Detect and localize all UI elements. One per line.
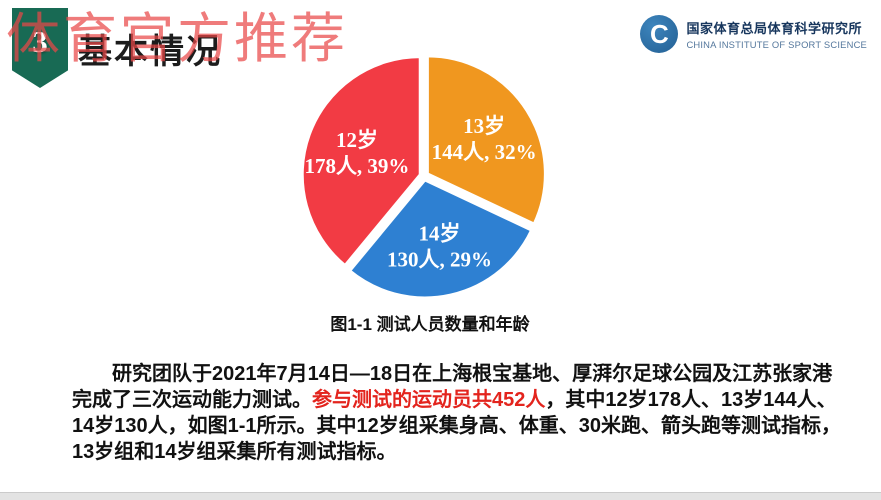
pie-label-14岁: 14岁 130人, 29% <box>387 222 492 272</box>
section-number: 3 <box>32 24 48 59</box>
body-text-segment: 14岁130人，如图1-1所示。其中12岁组采集身高、体重、30米跑、箭头跑等测… <box>72 415 842 437</box>
chart-caption: 图1-1 测试人员数量和年龄 <box>330 315 530 334</box>
section-ribbon: 3 <box>12 8 68 88</box>
body-text-segment: 完成了三次运动能力测试。 <box>72 389 312 411</box>
paragraph-line: 研究团队于2021年7月14日—18日在上海根宝基地、厚湃尔足球公园及江苏张家港 <box>72 361 841 387</box>
logo-text: 国家体育总局体育科学研究所 CHINA INSTITUTE OF SPORT S… <box>686 18 867 50</box>
page-title: 基本情况 <box>78 34 222 71</box>
paragraph-line: 14岁130人，如图1-1所示。其中12岁组采集身高、体重、30米跑、箭头跑等测… <box>72 413 841 439</box>
paragraph-line: 13岁组和14岁组采集所有测试指标。 <box>72 439 841 465</box>
body-paragraph: 研究团队于2021年7月14日—18日在上海根宝基地、厚湃尔足球公园及江苏张家港… <box>72 361 841 465</box>
body-text-segment: ，其中12岁178人、13岁144人、 <box>545 389 837 411</box>
logo-name-cn: 国家体育总局体育科学研究所 <box>686 21 862 36</box>
pie-chart: 13岁 144人, 32% 14岁 130人, 29% 12岁 178人, 39% <box>300 54 547 300</box>
logo-letter: C <box>650 19 669 49</box>
logo-name-en: CHINA INSTITUTE OF SPORT SCIENCE <box>686 39 867 50</box>
institute-logo: C 国家体育总局体育科学研究所 CHINA INSTITUTE OF SPORT… <box>640 15 867 53</box>
bottom-bar <box>0 492 881 500</box>
institute-logo-icon: C <box>640 15 679 53</box>
pie-slice-12岁 <box>300 55 422 268</box>
pie-slice-13岁 <box>425 54 547 226</box>
pie-slice-14岁 <box>348 178 534 300</box>
pie-label-13岁: 13岁 144人, 32% <box>432 114 537 164</box>
body-text-segment: 13岁组和14岁组采集所有测试指标。 <box>72 441 397 463</box>
paragraph-line: 完成了三次运动能力测试。参与测试的运动员共452人，其中12岁178人、13岁1… <box>72 387 841 413</box>
highlighted-text: 参与测试的运动员共452人 <box>312 389 546 411</box>
pie-label-12岁: 12岁 178人, 39% <box>304 128 409 178</box>
body-text-segment: 研究团队于2021年7月14日—18日在上海根宝基地、厚湃尔足球公园及江苏张家港 <box>112 363 833 385</box>
